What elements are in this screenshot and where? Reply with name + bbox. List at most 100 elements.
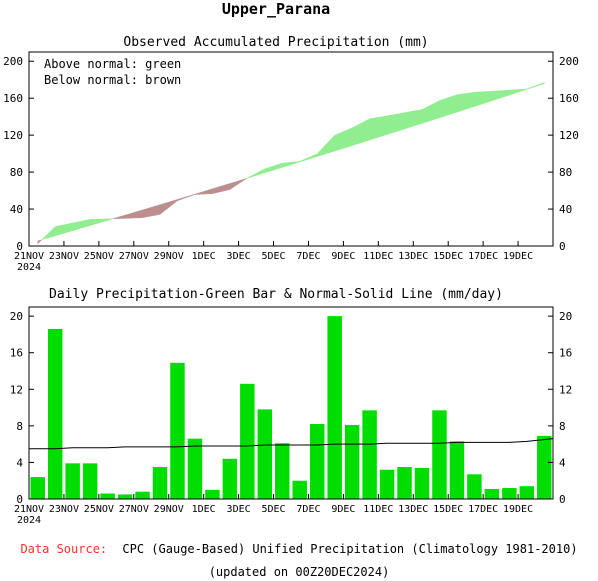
daily-chart: Daily Precipitation-Green Bar & Normal-S…	[10, 287, 573, 526]
daily-bar	[117, 494, 133, 499]
daily-bar	[240, 383, 255, 499]
above-normal-segment	[282, 161, 300, 168]
daily-bar	[344, 424, 360, 499]
x-tick-label: 23NOV	[49, 504, 79, 515]
above-normal-segment	[89, 218, 108, 226]
below-normal-segment	[124, 209, 143, 219]
accumulated-axes: 0 0 40 40 80 80 120 120 160 160 200 200 21NOV 23NOV 25…	[3, 55, 579, 273]
y-tick-label-left: 16	[10, 347, 23, 360]
above-normal-segment	[316, 134, 335, 157]
above-normal-segment	[404, 109, 423, 130]
x-tick-label: 11DEC	[363, 251, 393, 262]
accumulated-chart-title: Observed Accumulated Precipitation (mm)	[123, 35, 428, 50]
below-normal-segment	[177, 193, 196, 201]
data-source-label: Data Source:	[20, 542, 107, 556]
x-tick-label: 27NOV	[119, 504, 149, 515]
x-tick-label: 7DEC	[296, 251, 320, 262]
x-tick-label: 15DEC	[433, 504, 463, 515]
daily-bar	[135, 491, 150, 499]
x-tick-label: 27NOV	[119, 251, 149, 262]
below-normal-segment	[212, 183, 231, 194]
x-tick-label: 29NOV	[154, 504, 184, 515]
above-normal-segment	[526, 82, 545, 90]
y-tick-label-right: 160	[559, 92, 579, 105]
daily-bar	[65, 463, 80, 499]
y-tick-label-left: 20	[10, 310, 23, 323]
legend-below: Below normal: brown	[44, 73, 181, 87]
daily-bar	[257, 409, 273, 499]
accumulated-areas	[37, 82, 545, 245]
below-normal-segment	[194, 188, 213, 195]
x-tick-label: 25NOV	[84, 251, 114, 262]
y-tick-label-left: 160	[3, 92, 23, 105]
daily-bar	[379, 469, 395, 499]
x-tick-label: 9DEC	[331, 504, 355, 515]
y-tick-label-left: 0	[16, 240, 23, 253]
y-tick-label-right: 40	[559, 203, 572, 216]
above-normal-segment	[351, 118, 370, 146]
daily-bar	[292, 480, 307, 499]
y-tick-label-right: 8	[559, 420, 566, 433]
y-tick-label-left: 120	[3, 129, 23, 142]
x-tick-label: 21NOV	[14, 251, 44, 262]
daily-bar	[170, 362, 185, 499]
x-tick-label: 9DEC	[331, 251, 355, 262]
x-tick-label: 21NOV	[14, 504, 44, 515]
x-tick-label: 13DEC	[398, 504, 428, 515]
y-tick-label-left: 4	[16, 456, 23, 469]
daily-bar	[432, 410, 447, 499]
updated-text: (updated on 00Z20DEC2024)	[209, 565, 390, 579]
below-normal-segment	[113, 214, 126, 219]
x-tick-label: 17DEC	[468, 504, 498, 515]
x-tick-label: 7DEC	[296, 504, 320, 515]
y-tick-label-right: 80	[559, 166, 572, 179]
x-tick-label: 1DEC	[192, 251, 216, 262]
daily-bar	[205, 489, 220, 499]
y-tick-label-right: 4	[559, 456, 566, 469]
above-normal-segment	[247, 168, 266, 179]
above-normal-segment	[72, 219, 91, 231]
above-normal-segment	[474, 90, 493, 107]
daily-bar	[100, 493, 115, 499]
x-tick-label: 5DEC	[261, 504, 285, 515]
y-tick-label-left: 12	[10, 383, 23, 396]
above-normal-segment	[369, 115, 388, 141]
normal-line	[29, 438, 554, 450]
data-source-text: CPC (Gauge-Based) Unified Precipitation …	[122, 542, 577, 556]
daily-bar	[502, 488, 517, 499]
y-tick-label-left: 200	[3, 55, 23, 68]
x-tick-label: 13DEC	[398, 251, 428, 262]
above-normal-segment	[439, 94, 458, 119]
x-tick-label: 15DEC	[433, 251, 463, 262]
x-tick-label: 29NOV	[154, 251, 184, 262]
above-normal-segment	[456, 91, 475, 113]
daily-axes: 0 0 4 4 8 8 12 12 16 16 20 20 21NOV 23NOV 25NOV 27NOV 29…	[10, 310, 573, 526]
daily-bars	[30, 316, 552, 499]
below-normal-segment	[37, 239, 43, 245]
x-tick-label: 5DEC	[261, 251, 285, 262]
daily-bar	[414, 467, 430, 499]
y-tick-label-left: 40	[10, 203, 23, 216]
x-tick-label: 25NOV	[84, 504, 114, 515]
above-normal-segment	[334, 127, 353, 152]
daily-plot-frame	[28, 306, 554, 500]
y-tick-label-left: 8	[16, 420, 23, 433]
daily-bar	[449, 441, 465, 499]
figure-title: Upper_Parana	[222, 0, 330, 18]
daily-bar	[327, 316, 342, 499]
above-normal-segment	[264, 162, 283, 174]
above-normal-segment	[509, 88, 528, 96]
y-tick-label-right: 0	[559, 493, 566, 506]
daily-bar	[484, 488, 500, 499]
above-normal-segment	[299, 153, 318, 163]
x-tick-label: 3DEC	[227, 251, 251, 262]
daily-bar	[82, 463, 98, 499]
y-tick-label-right: 120	[559, 129, 579, 142]
daily-bar	[309, 424, 325, 499]
y-tick-label-left: 80	[10, 166, 23, 179]
daily-bar	[519, 486, 535, 499]
daily-bar	[152, 467, 168, 499]
above-normal-segment	[54, 222, 73, 237]
x-tick-label: 11DEC	[363, 504, 393, 515]
x-tick-label: 23NOV	[49, 251, 79, 262]
